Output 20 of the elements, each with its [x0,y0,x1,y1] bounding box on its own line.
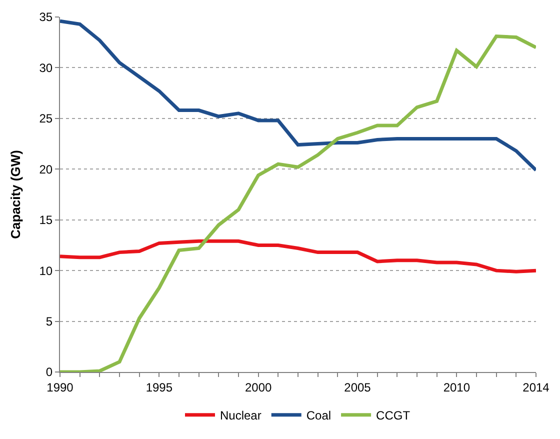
y-tick-label: 30 [39,60,53,75]
x-tick-label: 2010 [443,380,470,394]
y-tick-label: 20 [39,162,53,176]
y-tick-label: 5 [46,314,53,328]
line-series [60,239,536,274]
y-tick-label: 25 [39,112,53,126]
y-axis-title: Capacity (GW) [8,150,24,239]
x-tick-label: 1995 [146,380,173,394]
line-series [60,19,536,172]
x-tick-label: 2014 [522,380,550,394]
y-tick-label: 10 [39,264,53,278]
legend-label: Coal [306,408,332,423]
legend-label: Nuclear [220,408,262,423]
y-tick-label: 35 [39,10,53,24]
y-tick-label: 0 [46,365,53,380]
x-tick-label: 2000 [244,380,272,394]
x-tick-label: 2005 [344,380,372,394]
legend-label: CCGT [376,408,411,423]
x-tick-label: 1990 [46,380,74,394]
y-tick-label: 15 [39,213,53,228]
